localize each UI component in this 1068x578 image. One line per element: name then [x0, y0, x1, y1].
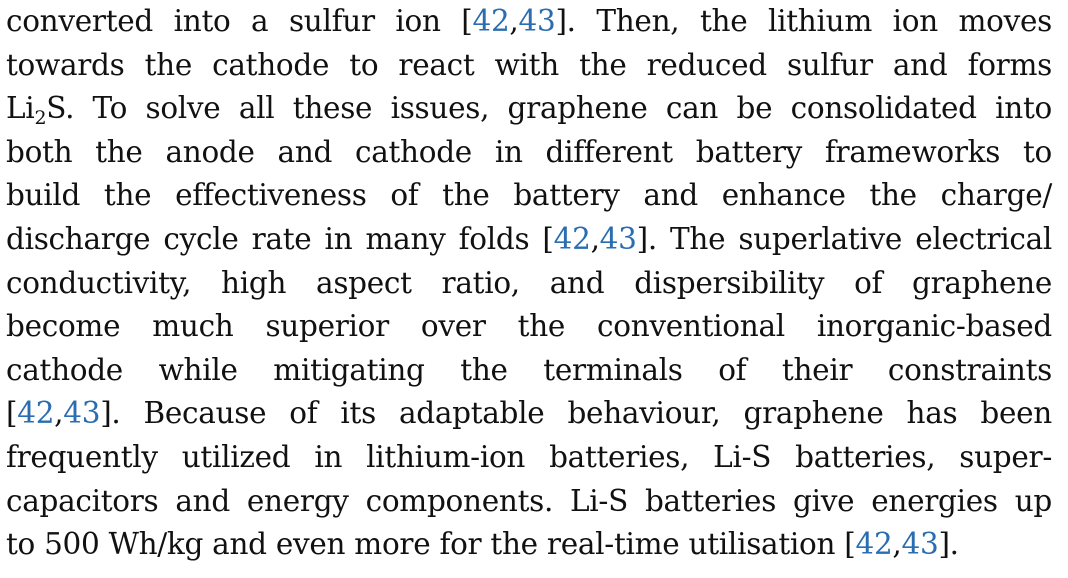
text-run: ]. The superlative electrical: [636, 221, 1053, 256]
paragraph-line: both the anode and cathode in different …: [6, 134, 1052, 169]
body-paragraph: converted into a sulfur ion [42,43]. The…: [6, 0, 1052, 567]
text-run: Li: [6, 91, 35, 126]
text-run: S. To solve all these issues, graphene c…: [46, 91, 1052, 126]
paragraph-line: frequently utilized in lithium-ion batte…: [6, 439, 1052, 474]
paragraph-line: to 500 Wh/kg and even more for the real-…: [6, 523, 1052, 567]
paragraph-line: build the effectiveness of the battery a…: [6, 178, 1052, 213]
text-run: ]. Then, the lithium ion moves: [555, 4, 1053, 38]
paragraph-line: cathode while mitigating the terminals o…: [6, 352, 1052, 387]
paragraph-line: capacitors and energy components. Li-S b…: [6, 483, 1052, 518]
paragraph-line: conductivity, high aspect ratio, and dis…: [6, 265, 1052, 300]
text-run: ,: [54, 396, 64, 431]
citation-link[interactable]: 42: [17, 396, 55, 431]
text-run: ,: [509, 4, 519, 38]
text-run: ,: [590, 221, 600, 256]
citation-link[interactable]: 43: [518, 4, 556, 38]
citation-link[interactable]: 43: [901, 527, 939, 562]
text-run: converted into a sulfur ion [: [6, 4, 473, 38]
citation-link[interactable]: 43: [63, 396, 101, 431]
subscript: 2: [34, 107, 47, 130]
paragraph-line: towards the cathode to react with the re…: [6, 47, 1052, 82]
citation-link[interactable]: 43: [599, 221, 637, 256]
text-run: ]. Because of its adaptable behaviour, g…: [100, 396, 1052, 431]
citation-link[interactable]: 42: [855, 527, 893, 562]
paragraph-line: become much superior over the convention…: [6, 309, 1052, 344]
paragraph-line: discharge cycle rate in many folds [42,4…: [6, 218, 1052, 262]
citation-link[interactable]: 42: [472, 4, 510, 38]
paragraph-line: Li2S. To solve all these issues, graphen…: [6, 87, 1052, 131]
paragraph-line: converted into a sulfur ion [42,43]. The…: [6, 0, 1052, 44]
text-run: [: [6, 396, 18, 431]
citation-link[interactable]: 42: [553, 221, 591, 256]
text-run: discharge cycle rate in many folds [: [6, 221, 554, 256]
text-run: to 500 Wh/kg and even more for the real-…: [6, 527, 856, 562]
paragraph-line: [42,43]. Because of its adaptable behavi…: [6, 392, 1052, 436]
text-run: ,: [892, 527, 902, 562]
text-run: ].: [938, 527, 959, 562]
